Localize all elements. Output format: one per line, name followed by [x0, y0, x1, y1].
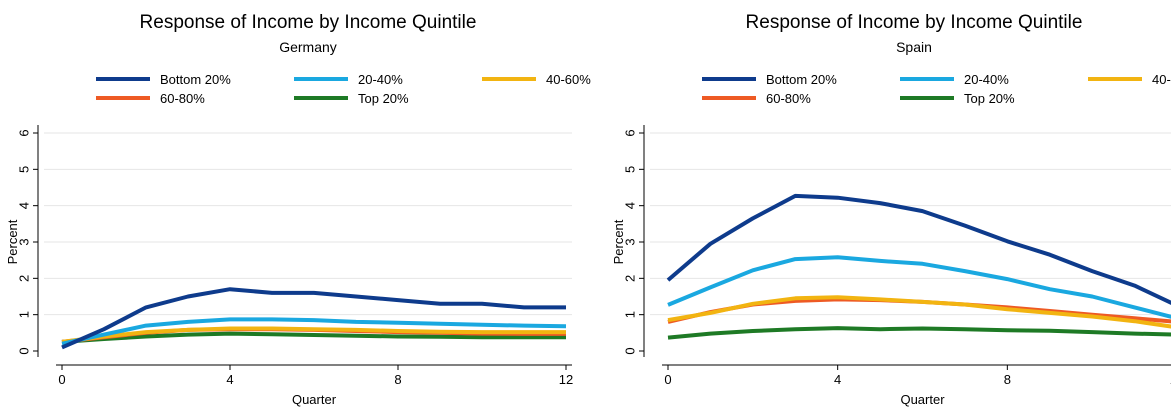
y-tick-label-3: 3 [622, 238, 637, 245]
x-axis-label: Quarter [292, 392, 337, 407]
chart-subtitle: Spain [896, 39, 932, 55]
y-tick-label-4: 4 [16, 202, 31, 209]
series-line-20-40pct [667, 255, 1171, 319]
y-axis-label: Percent [611, 219, 626, 264]
y-tick-label-3: 3 [16, 238, 31, 245]
y-tick-label-2: 2 [622, 275, 637, 282]
x-tick-label-4: 4 [226, 372, 233, 387]
y-tick-label-0: 0 [622, 347, 637, 354]
chart-panel-germany: Response of Income by Income Quintile Ger… [5, 12, 591, 407]
series-line-bottom-20pct [61, 287, 566, 350]
series-line-bottom-20pct [666, 193, 1171, 305]
y-tick-label-5: 5 [16, 166, 31, 173]
legend-label-60-80pct: 60-80% [160, 91, 205, 106]
chart-germany: Response of Income by Income Quintile Ger… [5, 12, 591, 407]
legend-label-20-40pct: 20-40% [964, 72, 1009, 87]
series-line-40-60pct [61, 326, 566, 344]
chart-spain: Response of Income by Income Quintile Spa… [611, 12, 1171, 407]
y-tick-label-6: 6 [622, 129, 637, 136]
y-tick-label-0: 0 [16, 347, 31, 354]
chart-panel-spain: Response of Income by Income Quintile Spa… [606, 0, 1171, 410]
x-tick-label-0: 0 [58, 372, 65, 387]
y-tick-label-6: 6 [16, 129, 31, 136]
series-line-40-60pct [667, 295, 1171, 329]
series-line-top-20pct [667, 326, 1171, 340]
x-tick-label-8: 8 [1004, 372, 1011, 387]
legend-label-top-20pct: Top 20% [358, 91, 409, 106]
x-tick-label-12: 12 [1170, 372, 1171, 387]
y-tick-label-1: 1 [622, 311, 637, 318]
x-tick-label-0: 0 [664, 372, 671, 387]
x-axis-label: Quarter [900, 392, 945, 407]
y-axis-label: Percent [5, 219, 20, 264]
legend-label-40-60pct: 40-60% [1152, 72, 1171, 87]
legend-label-60-80pct: 60-80% [766, 91, 811, 106]
x-tick-label-12: 12 [559, 372, 573, 387]
chart-title: Response of Income by Income Quintile [746, 12, 1083, 33]
y-tick-label-2: 2 [16, 275, 31, 282]
legend-label-bottom-20pct: Bottom 20% [160, 72, 231, 87]
chart-title: Response of Income by Income Quintile [140, 12, 477, 33]
series-line-20-40pct [61, 317, 567, 346]
y-tick-label-1: 1 [16, 311, 31, 318]
legend-label-20-40pct: 20-40% [358, 72, 403, 87]
x-tick-label-8: 8 [394, 372, 401, 387]
chart-subtitle: Germany [279, 39, 337, 55]
series-line-top-20pct [61, 331, 566, 344]
x-tick-label-4: 4 [834, 372, 841, 387]
legend-label-top-20pct: Top 20% [964, 91, 1015, 106]
legend-label-40-60pct: 40-60% [546, 72, 591, 87]
legend-label-bottom-20pct: Bottom 20% [766, 72, 837, 87]
y-tick-label-4: 4 [622, 202, 637, 209]
y-tick-label-5: 5 [622, 166, 637, 173]
